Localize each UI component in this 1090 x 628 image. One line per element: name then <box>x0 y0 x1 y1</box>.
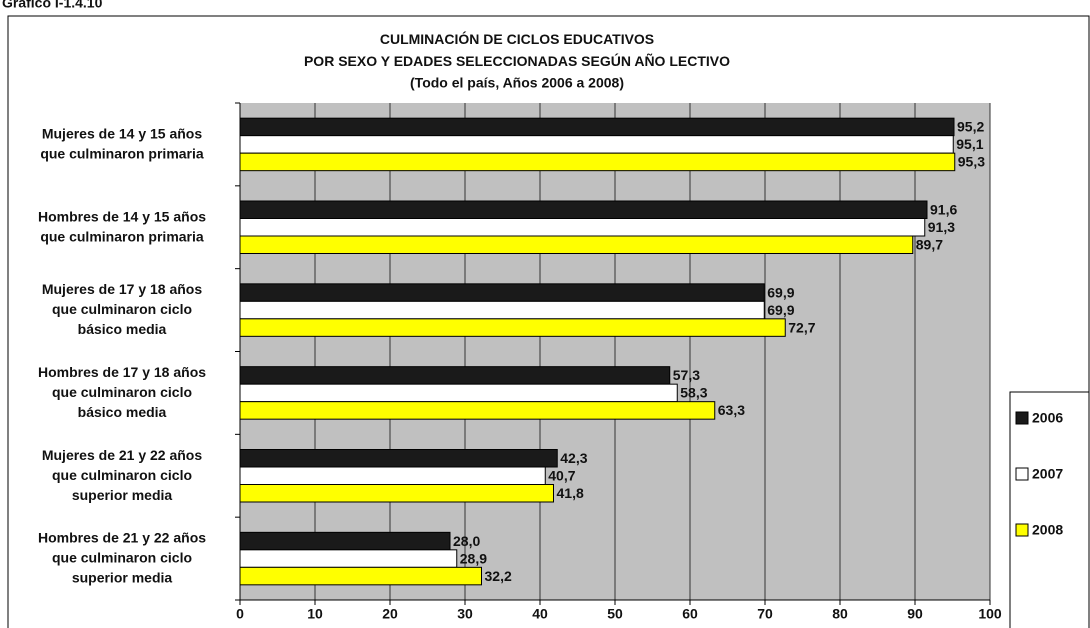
x-tick-label: 10 <box>307 606 323 622</box>
bar <box>239 566 482 586</box>
x-tick-label: 40 <box>532 606 548 622</box>
data-label: 72,7 <box>788 319 815 335</box>
data-label: 89,7 <box>916 236 943 252</box>
bar <box>239 200 928 219</box>
bar <box>239 383 678 403</box>
data-label: 91,3 <box>928 219 955 235</box>
y-tick-label: Mujeres de 17 y 18 años que culminaron ci… <box>42 281 203 337</box>
legend-label: 2007 <box>1032 466 1063 482</box>
chart-title: CULMINACIÓN DE CICLOS EDUCATIVOS POR SEXO… <box>304 30 730 69</box>
x-tick-label: 20 <box>382 606 398 622</box>
data-label: 63,3 <box>718 402 745 418</box>
data-label: 42,3 <box>560 450 587 466</box>
data-label: 95,3 <box>958 154 985 170</box>
legend-swatch <box>1015 411 1029 425</box>
data-label: 41,8 <box>557 485 584 501</box>
data-label: 28,0 <box>453 533 480 549</box>
data-label: 69,9 <box>767 284 794 300</box>
bar <box>239 531 451 551</box>
data-label: 91,6 <box>930 201 957 217</box>
x-tick-label: 30 <box>457 606 473 622</box>
data-label: 40,7 <box>548 467 575 483</box>
data-label: 95,1 <box>956 136 983 152</box>
y-tick-label: Mujeres de 21 y 22 años que culminaron ci… <box>42 446 203 502</box>
y-tick-label: Hombres de 17 y 18 años que culminaron ci… <box>38 364 206 420</box>
bar <box>239 318 786 337</box>
bar <box>239 218 926 237</box>
y-tick-label: Hombres de 14 y 15 años que culminaron pr… <box>38 208 206 244</box>
y-tick-label: Hombres de 21 y 22 años que culminaron ci… <box>38 529 206 585</box>
bar <box>239 484 554 503</box>
bar <box>239 152 956 172</box>
x-tick-label: 70 <box>757 606 773 622</box>
data-label: 58,3 <box>680 385 707 401</box>
legend-box <box>1009 391 1090 628</box>
bar <box>239 235 914 254</box>
data-label: 69,9 <box>767 302 794 318</box>
data-label: 57,3 <box>673 367 700 383</box>
figure-label: Gráfico I-1.4.10 <box>2 0 103 11</box>
x-tick-label: 0 <box>236 606 244 622</box>
data-label: 32,2 <box>485 568 512 584</box>
legend-swatch <box>1015 523 1029 537</box>
x-tick-label: 90 <box>907 606 923 622</box>
bar <box>239 135 954 154</box>
x-tick-label: 80 <box>832 606 848 622</box>
bar <box>239 283 765 302</box>
data-label: 28,9 <box>460 550 487 566</box>
x-tick-label: 50 <box>607 606 623 622</box>
x-tick-label: 60 <box>682 606 698 622</box>
bar <box>239 466 546 485</box>
bar <box>239 300 765 320</box>
bar <box>239 117 955 137</box>
bar <box>239 366 671 385</box>
bar <box>239 401 716 420</box>
legend-label: 2006 <box>1032 410 1063 426</box>
legend-label: 2008 <box>1032 522 1063 538</box>
y-tick-label: Mujeres de 14 y 15 años que culminaron pr… <box>40 125 204 161</box>
data-label: 95,2 <box>957 119 984 135</box>
bar <box>239 549 458 568</box>
x-tick-label: 100 <box>978 606 1002 622</box>
chart-subtitle: (Todo el país, Años 2006 a 2008) <box>410 75 624 91</box>
bar <box>239 449 558 468</box>
legend-swatch <box>1015 467 1029 481</box>
